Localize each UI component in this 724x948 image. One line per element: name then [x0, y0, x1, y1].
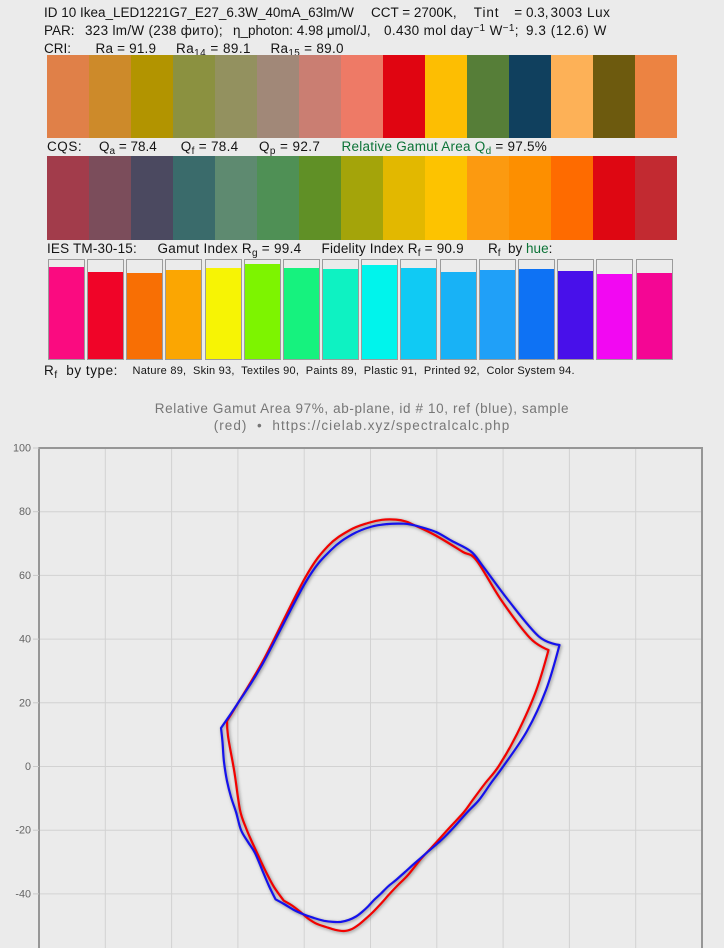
svg-text:100: 100 [13, 443, 31, 455]
svg-text:40: 40 [19, 634, 31, 646]
svg-text:60: 60 [19, 570, 31, 582]
svg-text:-40: -40 [15, 888, 31, 900]
svg-text:-20: -20 [15, 825, 31, 837]
svg-text:0: 0 [25, 761, 31, 773]
svg-text:20: 20 [19, 697, 31, 709]
svg-text:80: 80 [19, 506, 31, 518]
